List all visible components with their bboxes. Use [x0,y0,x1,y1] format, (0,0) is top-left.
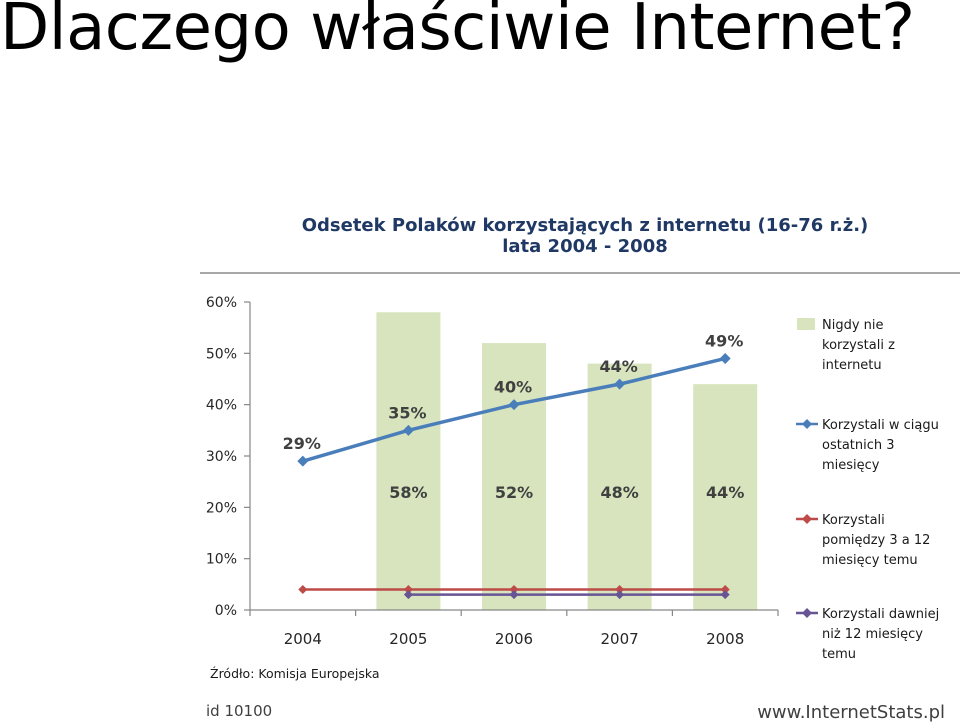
legend-label: niż 12 miesięcy [822,627,923,642]
legend-marker [802,608,812,618]
bars [376,312,758,610]
legend-label: miesięcy temu [822,553,918,568]
point-labels: 29% 35% 40% 44% 49% [283,331,744,453]
y-tick-label: 60% [206,295,237,311]
bar [376,312,441,610]
legend-label: temu [822,647,856,662]
slide-title: Dlaczego właściwie Internet? [0,0,915,65]
series-marker [615,584,625,594]
y-tick-label: 30% [206,449,237,465]
point-data-label: 49% [705,331,743,350]
series-marker [614,378,626,390]
legend-label: miesięcy [822,458,880,473]
series-marker [508,399,520,411]
x-tick-label: 2007 [601,630,639,648]
y-tick-label: 50% [206,346,237,362]
legend-label: Nigdy nie [822,318,884,333]
point-data-label: 35% [388,403,426,422]
bar [587,363,652,610]
series-marker [403,590,413,600]
bar [693,384,758,610]
y-tick-label: 10% [206,552,237,568]
series-marker [402,424,414,436]
footer-site: www.InternetStats.pl [757,702,945,723]
series-marker [720,584,730,594]
legend: Nigdy nie korzystali z internetu Korzystali… [796,318,939,662]
legend-label: Korzystali dawniej [822,607,939,622]
x-tick-label: 2005 [389,630,427,648]
x-axis: 2004 2005 2006 2007 2008 [249,609,779,648]
series-marker [720,590,730,600]
bar-labels: 58% 52% 48% 44% [389,483,744,502]
x-tick-label: 2006 [495,630,533,648]
legend-label: Korzystali w ciągu [822,418,939,433]
point-data-label: 44% [599,357,637,376]
legend-label: Korzystali [822,513,885,528]
legend-marker [802,514,812,524]
legend-label: internetu [822,358,882,373]
footer-id: id 10100 [206,702,272,720]
bar-data-label: 44% [706,483,744,502]
bar-data-label: 52% [495,483,533,502]
chart-title-line-2: lata 2004 - 2008 [502,236,668,257]
legend-marker [802,419,812,429]
series-marker [719,352,731,364]
bar [482,343,546,610]
legend-label: pomiędzy 3 a 12 [822,533,930,548]
chart-title-line-1: Odsetek Polaków korzystających z interne… [302,215,869,236]
y-tick-label: 40% [206,398,237,414]
y-tick-label: 20% [206,500,237,516]
y-tick-label: 0% [215,603,237,619]
series-marker [297,455,309,467]
legend-label: ostatnich 3 [822,438,895,453]
x-tick-label: 2004 [284,630,322,648]
series-marker [615,590,625,600]
point-data-label: 29% [283,434,321,453]
point-data-label: 40% [494,378,532,397]
bar-data-label: 48% [600,483,638,502]
series-marker [509,590,519,600]
legend-label: korzystali z [822,338,895,353]
chart-source: Źródło: Komisja Europejska [210,666,380,681]
lines [297,352,731,600]
legend-swatch [797,318,815,330]
series-marker [298,584,308,594]
series-marker [403,584,413,594]
y-axis: 0% 10% 20% 30% 40% 50% 60% [206,295,251,619]
x-tick-label: 2008 [706,630,744,648]
series-marker [509,584,519,594]
bar-data-label: 58% [389,483,427,502]
